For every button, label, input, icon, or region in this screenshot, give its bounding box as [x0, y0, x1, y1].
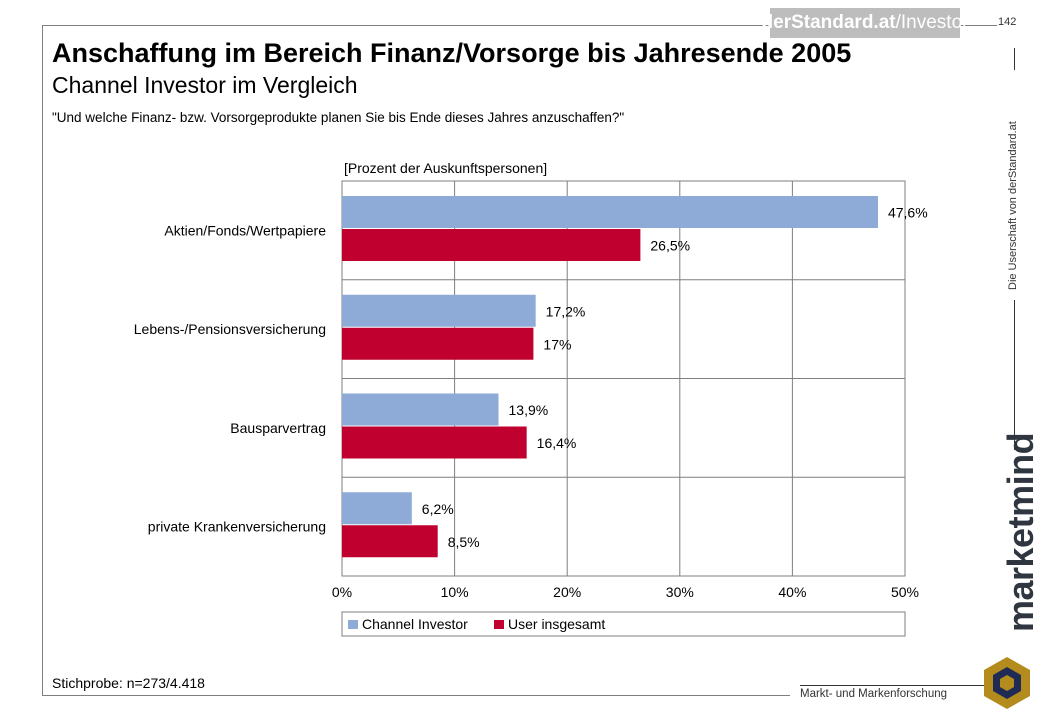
category-label: private Krankenversicherung: [148, 519, 326, 535]
bar-channel-investor: [342, 393, 499, 426]
sample-size-note: Stichprobe: n=273/4.418: [52, 675, 205, 691]
x-tick-label: 30%: [666, 584, 694, 600]
bar-channel-investor: [342, 196, 878, 228]
category-label: Aktien/Fonds/Wertpapiere: [164, 222, 326, 238]
unit-label: [Prozent der Auskunftspersonen]: [344, 160, 547, 176]
data-label: 6,2%: [422, 501, 454, 517]
data-label: 13,9%: [509, 402, 549, 418]
derstandard-investor-logo: derStandard.at/Investor: [762, 8, 968, 38]
logo-text-rest: /Investor: [895, 12, 969, 33]
data-label: 17%: [543, 336, 571, 352]
frame-bottom-line: [42, 695, 790, 696]
x-tick-label: 20%: [553, 584, 581, 600]
frame-left-line: [42, 25, 43, 695]
data-label: 26,5%: [650, 238, 690, 254]
bar-channel-investor: [342, 294, 536, 327]
x-tick-label: 0%: [332, 584, 352, 600]
page-subtitle: Channel Investor im Vergleich: [52, 72, 358, 98]
sidebar-top-line: [1014, 48, 1015, 70]
legend-label: Channel Investor: [362, 616, 468, 632]
bar-user-insgesamt: [342, 525, 438, 558]
bar-channel-investor: [342, 492, 412, 525]
logo-text-bold: derStandard.at: [761, 12, 896, 33]
data-label: 17,2%: [546, 303, 586, 319]
footer-line: [800, 685, 1005, 686]
bar-user-insgesamt: [342, 327, 534, 360]
sidebar-mid-line: [1014, 300, 1015, 450]
x-tick-label: 50%: [891, 584, 919, 600]
data-label: 16,4%: [537, 435, 577, 451]
legend-swatch: [348, 620, 358, 629]
data-label: 47,6%: [888, 205, 928, 221]
page-title: Anschaffung im Bereich Finanz/Vorsorge b…: [52, 38, 852, 68]
bar-user-insgesamt: [342, 426, 527, 459]
survey-question: "Und welche Finanz- bzw. Vorsorgeprodukt…: [52, 110, 625, 125]
page-number: 142: [998, 16, 1017, 28]
marketmind-cube-icon: [984, 657, 1030, 709]
category-label: Bausparvertrag: [230, 420, 326, 436]
x-tick-label: 10%: [441, 584, 469, 600]
frame-top-line: [42, 25, 997, 26]
legend: [341, 611, 906, 637]
legend-label: User insgesamt: [508, 616, 605, 632]
x-tick-label: 40%: [778, 584, 806, 600]
brand-tagline: Markt- und Markenforschung: [800, 688, 948, 700]
data-label: 8,5%: [448, 534, 480, 550]
bar-user-insgesamt: [342, 229, 641, 261]
category-label: Lebens-/Pensionsversicherung: [134, 321, 326, 337]
legend-swatch: [494, 620, 504, 629]
